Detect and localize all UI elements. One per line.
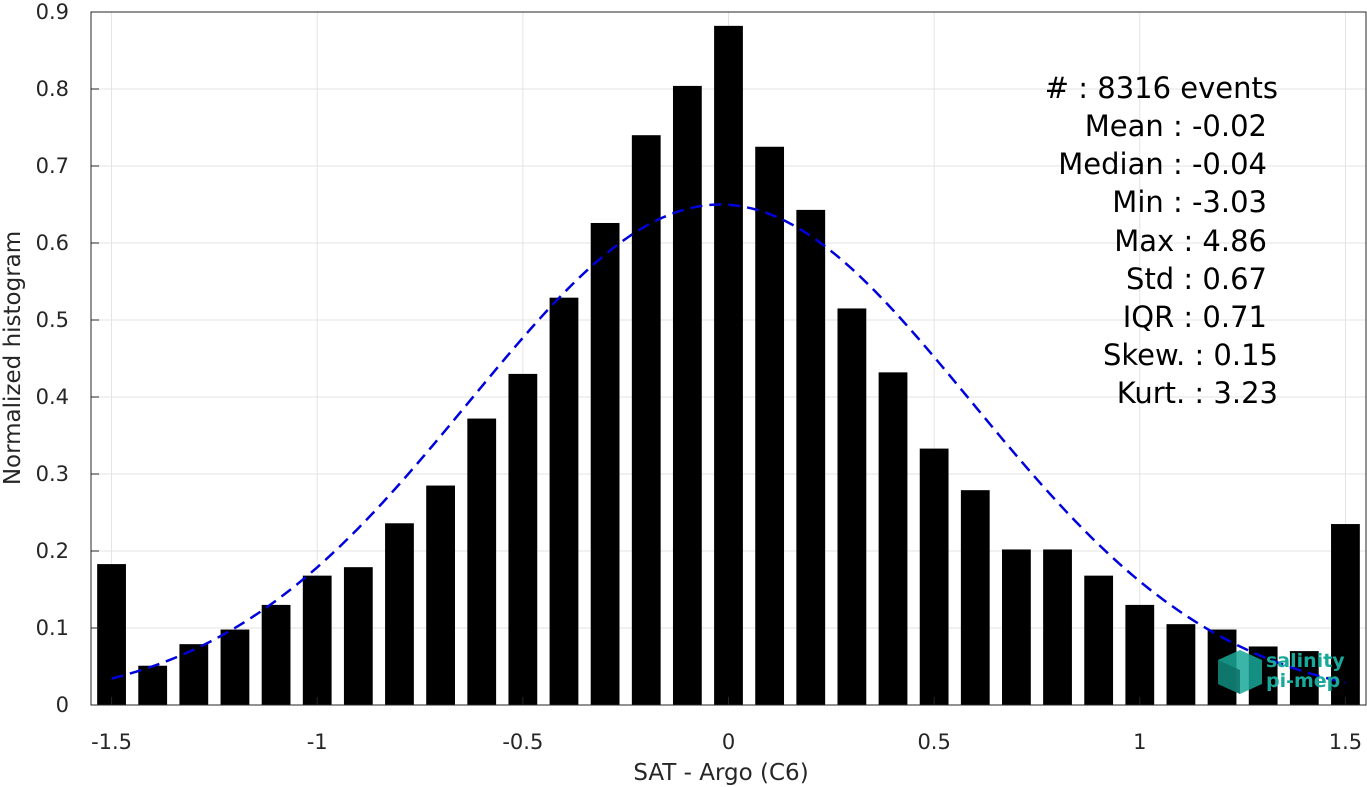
histogram-bar [1289, 651, 1319, 705]
x-tick-label: -1 [307, 730, 328, 754]
histogram-bar [1331, 524, 1360, 705]
statistics-box: # : 8316 events Mean : -0.02 Median : -0… [1045, 71, 1278, 410]
logo-text-pimep: pi-mep [1266, 670, 1340, 692]
histogram-bar [302, 575, 332, 705]
y-tick-label: 0.1 [36, 616, 69, 640]
histogram-bar [467, 418, 497, 705]
y-tick-label: 0.3 [36, 462, 69, 486]
histogram-bar [220, 629, 250, 705]
x-tick-label: 0 [722, 730, 735, 754]
y-axis-ticks: 0 0.1 0.2 0.3 0.4 0.5 0.6 0.7 0.8 0.9 [36, 0, 99, 717]
y-tick-label: 0.8 [36, 77, 69, 101]
y-tick-label: 0.4 [36, 385, 69, 409]
y-axis-label: Normalized histogram [0, 231, 26, 485]
histogram-bar [960, 490, 990, 705]
histogram-bar [837, 308, 867, 705]
stat-std: Std : 0.67 [1126, 262, 1267, 296]
histogram-bar [426, 485, 455, 705]
histogram-bar [714, 25, 743, 706]
histogram-bar [755, 146, 785, 705]
x-tick-label: 1.5 [1329, 730, 1362, 754]
y-tick-label: 0.7 [36, 154, 69, 178]
histogram-bar [343, 567, 373, 705]
stat-events: # : 8316 events [1045, 71, 1278, 105]
histogram-bar [97, 564, 126, 705]
histogram-bar [138, 665, 168, 705]
histogram-bar [549, 297, 579, 705]
histogram-bar [1125, 604, 1155, 705]
histogram-bars [97, 25, 1360, 706]
histogram-bar [919, 448, 949, 705]
histogram-bar [261, 604, 291, 705]
stat-mean: Mean : -0.02 [1085, 109, 1267, 143]
histogram-bar [672, 85, 702, 706]
stat-skew: Skew. : 0.15 [1103, 338, 1278, 372]
y-tick-label: 0.2 [36, 539, 69, 563]
y-tick-label: 0 [56, 693, 69, 717]
x-tick-label: -1.5 [91, 730, 132, 754]
histogram-bar [508, 373, 538, 705]
gaussian-fit-curve [111, 203, 1346, 684]
salinity-pimep-logo: salinity pi-mep [1218, 650, 1345, 694]
histogram-bar [796, 209, 826, 705]
stat-kurt: Kurt. : 3.23 [1117, 376, 1278, 410]
x-tick-label: 1 [1133, 730, 1146, 754]
histogram-bar [1002, 549, 1031, 705]
x-tick-label: 0.5 [917, 730, 950, 754]
y-tick-label: 0.6 [36, 231, 69, 255]
stat-iqr: IQR : 0.71 [1123, 300, 1267, 334]
histogram-bar [590, 222, 620, 706]
x-axis-label: SAT - Argo (C6) [633, 760, 808, 786]
histogram-bar [1084, 575, 1114, 705]
stat-median: Median : -0.04 [1058, 147, 1267, 181]
y-tick-label: 0.9 [36, 0, 69, 24]
histogram-bar [878, 372, 908, 705]
stat-max: Max : 4.86 [1114, 224, 1267, 258]
x-tick-label: -0.5 [502, 730, 543, 754]
histogram-bar [1043, 549, 1072, 705]
histogram-bar [385, 523, 414, 705]
x-axis-ticks: -1.5 -1 -0.5 0 0.5 1 1.5 [91, 697, 1362, 754]
histogram-bar [1166, 624, 1196, 705]
histogram-bar [631, 135, 661, 705]
logo-text-salinity: salinity [1266, 650, 1345, 672]
y-tick-label: 0.5 [36, 308, 69, 332]
logo-cube-face-icon [1218, 660, 1240, 694]
stat-min: Min : -3.03 [1112, 185, 1267, 219]
